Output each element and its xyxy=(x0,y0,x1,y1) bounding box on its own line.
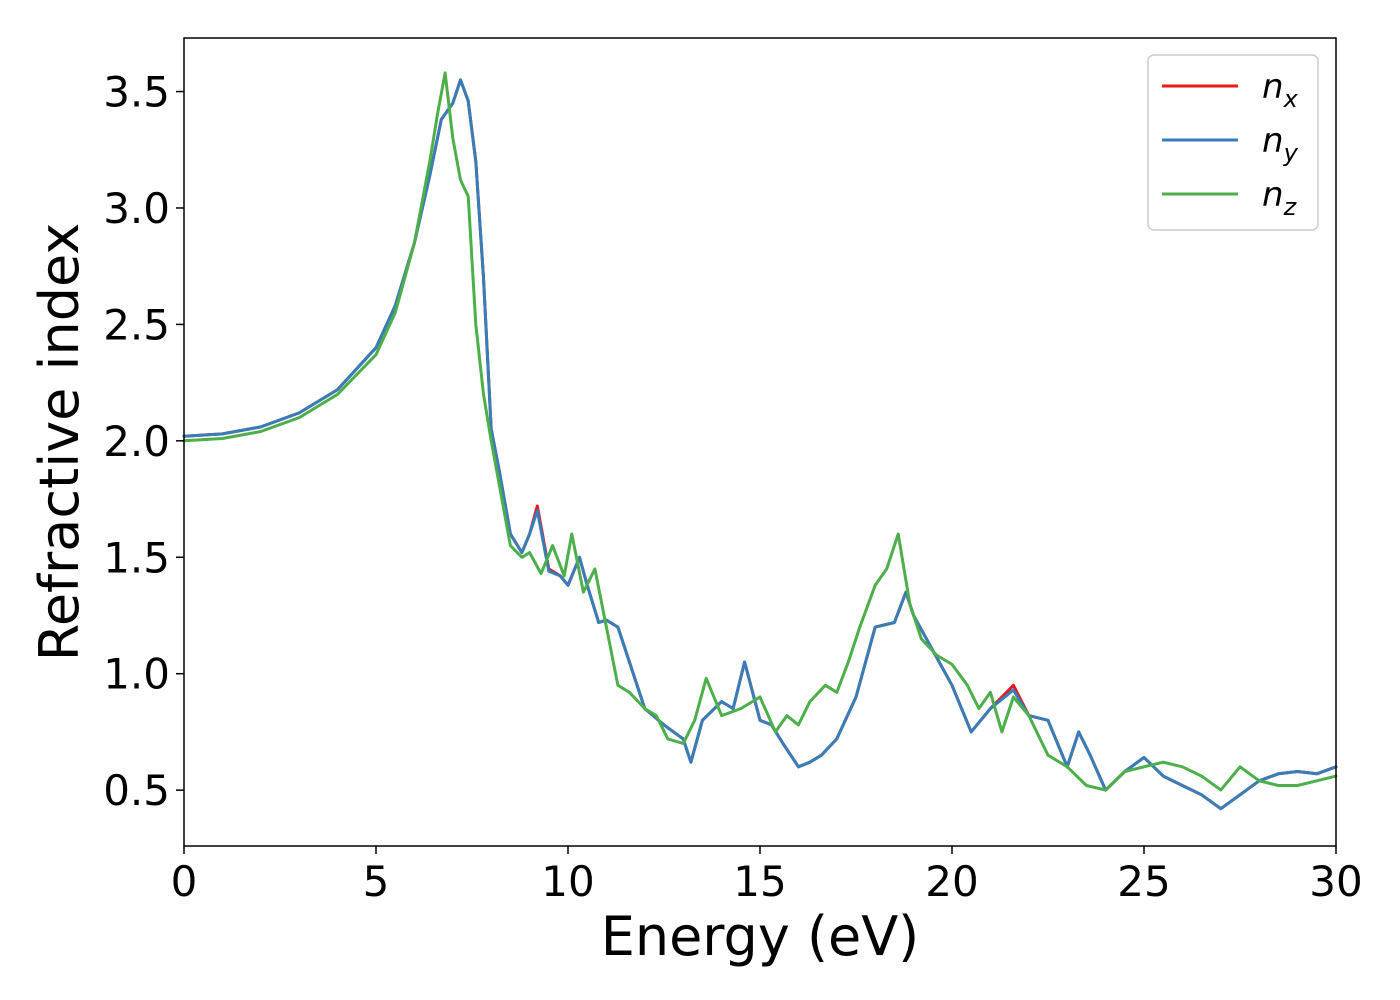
x-tick-label: 20 xyxy=(925,857,978,906)
legend-label-nx: nx xyxy=(1262,67,1299,113)
y-tick-label: 2.0 xyxy=(103,417,170,466)
y-tick-label: 3.0 xyxy=(103,184,170,233)
x-tick-label: 25 xyxy=(1117,857,1170,906)
y-axis-label: Refractive index xyxy=(28,223,91,662)
x-tick-label: 0 xyxy=(171,857,198,906)
y-tick-label: 1.0 xyxy=(103,650,170,699)
x-tick-label: 30 xyxy=(1309,857,1362,906)
y-tick-label: 0.5 xyxy=(103,766,170,815)
legend-label-ny: ny xyxy=(1262,121,1299,167)
y-axis-ticks: 0.5 1.0 1.5 2.0 2.5 3.0 3.5 xyxy=(103,68,184,815)
x-tick-label: 5 xyxy=(363,857,390,906)
series-layer xyxy=(182,71,1338,811)
legend: nx ny nz xyxy=(1147,54,1319,231)
series-line-nz xyxy=(182,71,1338,792)
x-axis-ticks: 0 5 10 15 20 25 30 xyxy=(171,846,1363,906)
y-tick-label: 1.5 xyxy=(103,533,170,582)
y-tick-label: 2.5 xyxy=(103,300,170,349)
x-tick-label: 10 xyxy=(541,857,594,906)
y-tick-label: 3.5 xyxy=(103,68,170,117)
legend-box xyxy=(1147,54,1319,231)
x-axis-label: Energy (eV) xyxy=(601,905,920,968)
legend-label-nz: nz xyxy=(1262,175,1298,221)
x-tick-label: 15 xyxy=(733,857,786,906)
